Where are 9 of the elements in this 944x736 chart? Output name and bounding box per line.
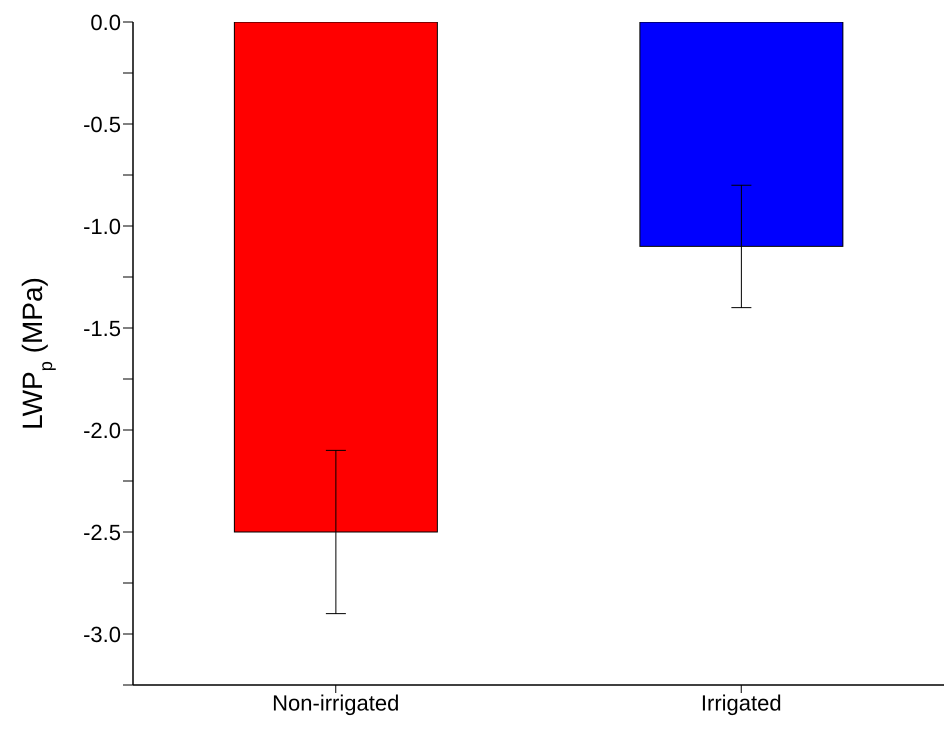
x-tick-label: Irrigated	[700, 690, 782, 716]
y-tick-label: -2.0	[83, 418, 121, 443]
y-tick-label: 0.0	[90, 10, 121, 35]
x-tick-label: Non-irrigated	[272, 690, 400, 716]
y-tick-label: -1.5	[83, 316, 121, 341]
y-tick-label: -1.0	[83, 214, 121, 239]
y-tick-label: -3.0	[83, 622, 121, 647]
y-tick-label: -0.5	[83, 112, 121, 137]
y-tick-label: -2.5	[83, 520, 121, 545]
